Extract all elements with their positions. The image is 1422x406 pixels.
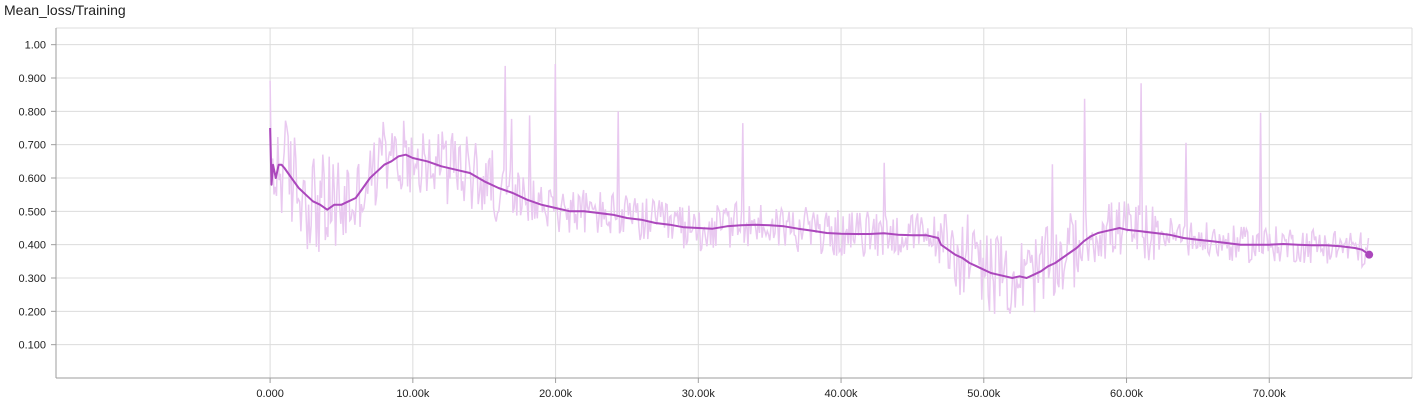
y-tick-label: 0.200 — [18, 306, 46, 318]
x-tick-label: 0.000 — [256, 388, 284, 400]
y-tick-label: 0.800 — [18, 106, 46, 118]
smoothed-series-line — [269, 127, 1370, 279]
last-point-marker — [1365, 250, 1374, 259]
y-tick-label: 0.600 — [18, 173, 46, 185]
x-tick-label: 70.00k — [1253, 388, 1287, 400]
y-tick-label: 1.00 — [25, 40, 46, 52]
y-tick-label: 0.300 — [18, 273, 46, 285]
y-tick-label: 0.700 — [18, 140, 46, 152]
y-tick-label: 0.100 — [18, 340, 46, 352]
smoothed-series-layer — [269, 127, 1374, 279]
grid-layer — [56, 27, 1413, 378]
y-tick-label: 0.900 — [18, 73, 46, 85]
y-tick-label: 0.400 — [18, 240, 46, 252]
raw-series-line — [269, 63, 1370, 314]
axis-layer: 0.100 0.200 0.300 0.400 0.500 0.600 0.700 0.800… — [18, 28, 1412, 400]
x-tick-label: 10.00k — [396, 388, 430, 400]
y-tick-label: 0.500 — [18, 206, 46, 218]
x-tick-label: 20.00k — [539, 388, 573, 400]
chart-title: Mean_loss/Training — [4, 2, 126, 18]
x-tick-label: 50.00k — [967, 388, 1001, 400]
x-tick-label: 30.00k — [682, 388, 716, 400]
x-tick-label: 60.00k — [1110, 388, 1144, 400]
x-tick-label: 40.00k — [825, 388, 859, 400]
raw-series-layer — [269, 63, 1370, 314]
